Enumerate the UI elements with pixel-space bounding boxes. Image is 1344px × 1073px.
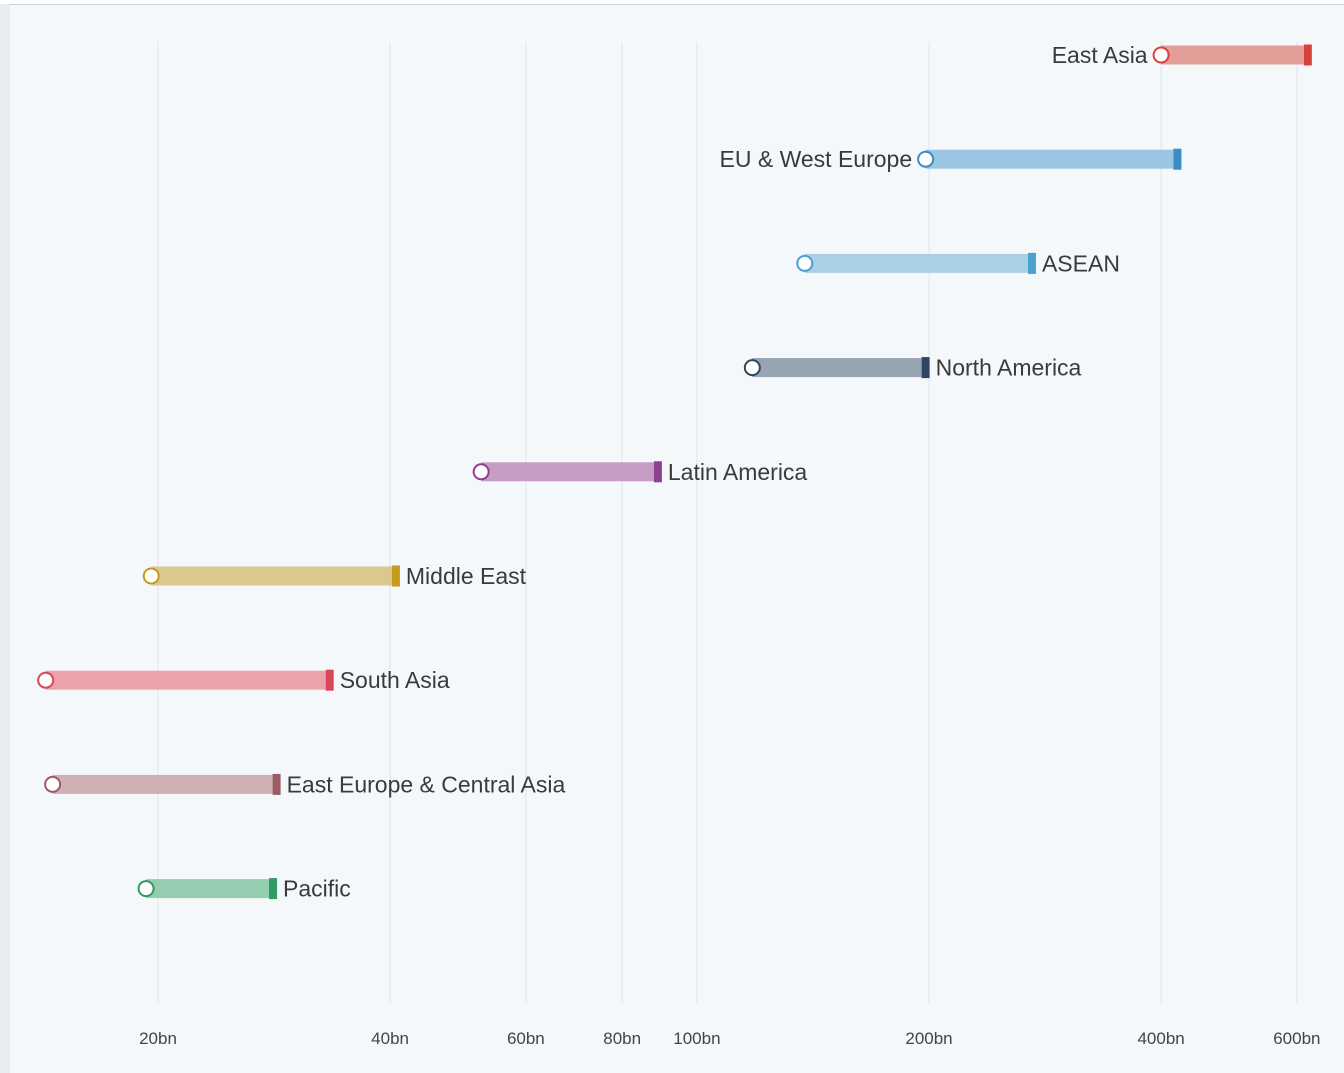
row-east-europe-central-asia: East Europe & Central Asia (44, 771, 566, 797)
start-marker (796, 254, 814, 272)
row-middle-east: Middle East (142, 563, 527, 589)
chart-rows: East Asia EU & West Europe ASEAN North Amer… (37, 42, 1312, 902)
row-latin-america: Latin America (472, 459, 808, 485)
category-label: EU & West Europe (720, 146, 913, 172)
start-marker (37, 671, 55, 689)
range-bar (1161, 45, 1304, 65)
category-label: North America (936, 355, 1082, 381)
start-marker (917, 150, 935, 168)
end-marker (269, 878, 278, 900)
x-tick-label: 60bn (507, 1029, 545, 1048)
category-label: Pacific (283, 876, 351, 902)
row-north-america: North America (743, 355, 1082, 381)
end-marker (391, 565, 400, 587)
start-marker (1152, 46, 1170, 64)
end-marker (325, 669, 334, 691)
range-bar (146, 879, 270, 899)
end-marker (1173, 148, 1182, 170)
row-south-asia: South Asia (37, 667, 450, 693)
category-label: East Europe & Central Asia (287, 771, 566, 797)
category-label: South Asia (340, 667, 450, 693)
start-marker (44, 775, 62, 793)
end-marker (921, 357, 930, 379)
end-marker (1027, 252, 1036, 274)
range-bar (804, 253, 1028, 273)
category-label: East Asia (1052, 42, 1148, 68)
category-label: Middle East (406, 563, 527, 589)
row-asean: ASEAN (796, 250, 1120, 276)
start-marker (472, 463, 490, 481)
range-bar (481, 462, 654, 482)
range-bar (52, 774, 273, 794)
range-bar (925, 149, 1174, 169)
end-marker (653, 461, 662, 483)
x-tick-label: 100bn (673, 1029, 720, 1048)
range-bar (752, 358, 922, 378)
row-pacific: Pacific (137, 876, 351, 902)
start-marker (743, 359, 761, 377)
row-eu-west-europe: EU & West Europe (720, 146, 1182, 172)
top-strip (0, 0, 1344, 4)
end-marker (272, 773, 281, 795)
start-marker (137, 880, 155, 898)
x-tick-label: 20bn (139, 1029, 177, 1048)
row-east-asia: East Asia (1052, 42, 1312, 68)
category-label: ASEAN (1042, 250, 1120, 276)
x-tick-label: 80bn (603, 1029, 641, 1048)
end-marker (1303, 44, 1312, 66)
x-tick-label: 40bn (371, 1029, 409, 1048)
start-marker (142, 567, 160, 585)
range-bar (45, 670, 326, 690)
grid-lines (157, 42, 1298, 1003)
x-tick-label: 400bn (1137, 1029, 1184, 1048)
x-tick-label: 600bn (1273, 1029, 1320, 1048)
range-bar (151, 566, 392, 586)
x-axis-tick-labels: 20bn 40bn 60bn 80bn 100bn 200bn 400bn 600bn (139, 1029, 1320, 1048)
category-label: Latin America (668, 459, 808, 485)
x-tick-label: 200bn (905, 1029, 952, 1048)
